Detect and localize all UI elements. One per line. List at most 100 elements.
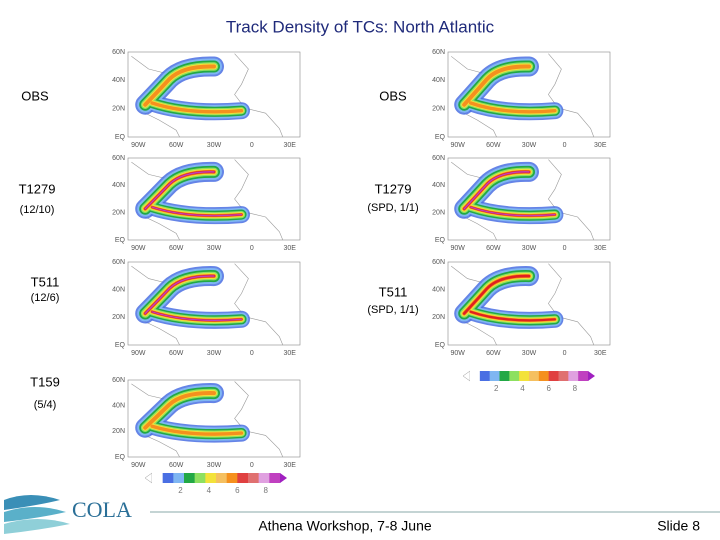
- panel-label: T159: [30, 374, 60, 389]
- lat-label: 60N: [432, 49, 445, 56]
- lon-label: 0: [563, 245, 567, 252]
- colorbar-swatch: [173, 473, 185, 483]
- density-band: [150, 424, 244, 436]
- density-band: [150, 101, 244, 114]
- colorbar-end: [462, 370, 471, 382]
- coastline: [548, 263, 595, 346]
- lon-label: 60W: [486, 350, 501, 357]
- lon-label: 30W: [522, 142, 537, 149]
- density-map: 60N 40N 20N EQ 90W 60W 30W 0 30E: [432, 155, 611, 252]
- colorbar-swatch: [479, 371, 490, 381]
- lat-label: 60N: [112, 155, 125, 162]
- lon-label: 60W: [169, 142, 184, 149]
- colorbar-swatch: [184, 473, 195, 483]
- footer-center: Athena Workshop, 7-8 June: [258, 518, 432, 534]
- lon-label: 90W: [451, 350, 466, 357]
- colorbar-label: 6: [235, 486, 240, 495]
- lat-label: 40N: [432, 287, 445, 294]
- colorbar-label: 4: [520, 384, 525, 393]
- density-band: [470, 206, 556, 217]
- lat-label: 20N: [112, 106, 125, 113]
- colorbar: 2 4 6 8: [144, 472, 287, 495]
- colorbar-end: [280, 473, 287, 483]
- panel-label: T511: [379, 284, 408, 299]
- colorbar-swatch: [216, 473, 227, 483]
- lat-label: 20N: [432, 314, 445, 321]
- lon-label: 0: [250, 245, 254, 252]
- panel-label: T1279: [375, 181, 412, 196]
- lon-label: 30W: [207, 462, 222, 469]
- lat-label: 40N: [112, 182, 125, 189]
- lon-label: 30W: [522, 245, 537, 252]
- lat-label: 40N: [432, 182, 445, 189]
- lon-label: 60W: [486, 245, 501, 252]
- density-map: 60N 40N 20N EQ 90W 60W 30W 0 30E: [432, 49, 611, 149]
- lat-label: EQ: [435, 342, 446, 349]
- lon-label: 30E: [283, 462, 296, 469]
- density-map: 60N 40N 20N EQ 90W 60W 30W 0 30E: [112, 49, 301, 149]
- colorbar-swatch: [568, 371, 579, 381]
- lon-label: 30E: [594, 350, 607, 357]
- logo: COLA: [4, 495, 132, 534]
- colorbar-swatch: [194, 473, 206, 483]
- lon-label: 60W: [169, 245, 184, 252]
- density-band: [143, 64, 216, 107]
- colorbar-swatch: [258, 473, 270, 483]
- lat-label: 40N: [432, 77, 445, 84]
- colorbar-swatch: [489, 371, 500, 381]
- lat-label: 40N: [112, 287, 125, 294]
- colorbar-swatch: [152, 473, 163, 483]
- density-map: 60N 40N 20N EQ 90W 60W 30W 0 30E: [112, 377, 301, 469]
- lon-label: 30W: [522, 350, 537, 357]
- lat-label: 60N: [112, 49, 125, 56]
- coastline: [548, 159, 595, 241]
- colorbar-swatch: [509, 371, 520, 381]
- lon-label: 0: [563, 350, 567, 357]
- colorbar-swatch: [470, 371, 481, 381]
- lon-label: 90W: [131, 245, 146, 252]
- panel-sublabel: (SPD, 1/1): [367, 202, 418, 214]
- lat-label: 40N: [112, 403, 125, 410]
- lon-label: 90W: [451, 245, 466, 252]
- density-band: [144, 171, 215, 210]
- density-band: [143, 391, 216, 430]
- colorbar-swatch: [248, 473, 259, 483]
- colorbar-swatch: [578, 371, 589, 381]
- colorbar-swatch: [548, 371, 559, 381]
- panel-sublabel: (12/6): [31, 292, 60, 304]
- footer-right: Slide 8: [657, 518, 700, 534]
- logo-text: COLA: [72, 497, 132, 522]
- density-band: [462, 274, 531, 315]
- lon-label: 90W: [131, 462, 146, 469]
- density-band: [469, 101, 557, 114]
- slide-title: Track Density of TCs: North Atlantic: [226, 17, 495, 36]
- lat-label: 60N: [432, 259, 445, 266]
- lon-label: 0: [563, 142, 567, 149]
- coastline: [234, 263, 284, 346]
- lon-label: 60W: [169, 350, 184, 357]
- lat-label: 60N: [112, 377, 125, 384]
- lat-label: EQ: [435, 134, 446, 141]
- density-map: 60N 40N 20N EQ 90W 60W 30W 0 30E: [432, 259, 611, 357]
- colorbar-swatch: [529, 371, 540, 381]
- density-band: [462, 64, 531, 107]
- lat-label: EQ: [115, 134, 126, 141]
- colorbar-label: 8: [573, 384, 578, 393]
- lon-label: 60W: [486, 142, 501, 149]
- lon-label: 90W: [131, 350, 146, 357]
- lon-label: 0: [250, 462, 254, 469]
- density-band: [144, 275, 215, 315]
- lat-label: EQ: [435, 237, 446, 244]
- coastline: [548, 53, 595, 138]
- lat-label: 20N: [112, 210, 125, 217]
- density-band: [151, 311, 243, 321]
- colorbar-label: 2: [494, 384, 499, 393]
- lat-label: 20N: [432, 210, 445, 217]
- colorbar-swatch: [237, 473, 249, 483]
- panel-label: T1279: [19, 181, 56, 196]
- density-map: 60N 40N 20N EQ 90W 60W 30W 0 30E: [112, 259, 301, 357]
- colorbar-swatch: [205, 473, 217, 483]
- colorbar-swatch: [558, 371, 569, 381]
